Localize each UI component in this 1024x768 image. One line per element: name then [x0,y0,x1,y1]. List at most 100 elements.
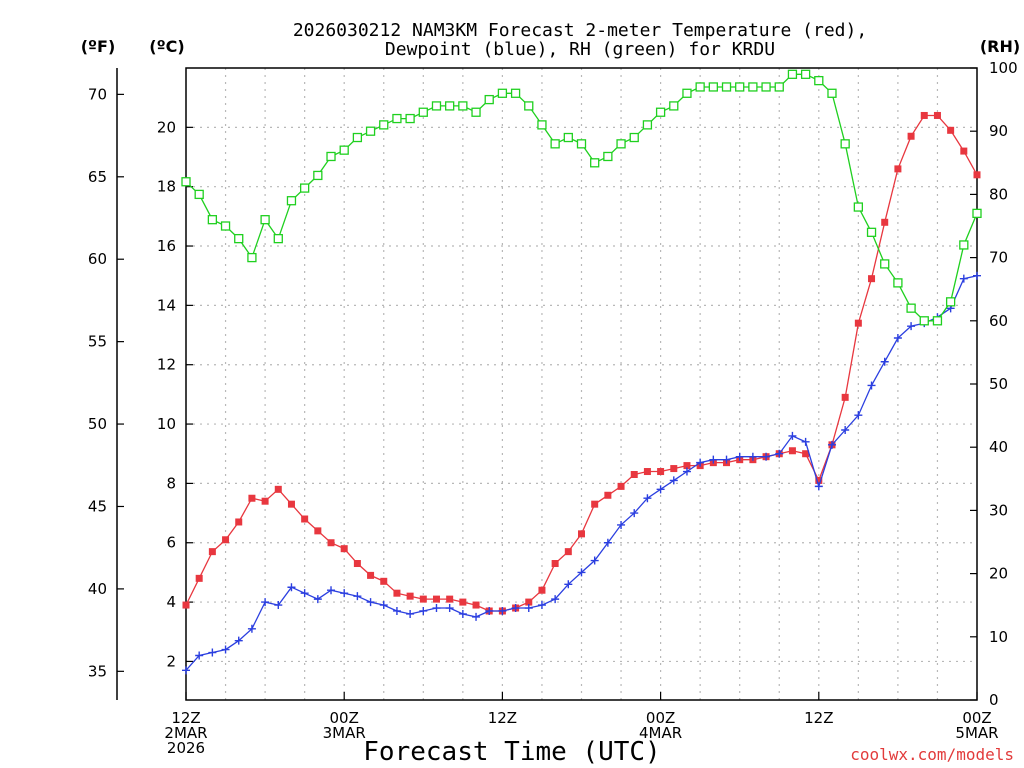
data-point [788,431,797,440]
data-point [313,595,322,604]
x-tick-label: 00Z [962,709,991,727]
data-point [182,601,190,609]
data-point [208,548,216,556]
data-point [800,69,811,79]
x-tick-label: 12Z [488,709,517,727]
data-point [274,601,283,610]
data-point [696,458,705,467]
data-point [313,170,323,181]
data-point [590,158,600,168]
data-point [353,560,361,568]
data-point [721,82,732,92]
data-point [682,467,691,476]
x-tick-label: 2026 [167,739,205,757]
data-point [643,494,652,503]
rh-tick-label: 50 [989,375,1008,393]
data-point [932,316,943,326]
data-point [735,452,744,461]
data-point [419,606,428,615]
grid-lines [186,68,977,700]
x-tick-label: 5MAR [955,724,998,742]
data-point [669,476,678,485]
fahrenheit-tick-label: 55 [88,333,107,351]
data-point [510,88,521,98]
data-point [550,139,560,149]
data-point [973,271,981,280]
data-point [247,252,257,263]
celsius-tick-label: 16 [157,237,176,255]
data-point [762,452,771,461]
data-point [524,101,534,111]
data-point [695,82,705,92]
data-point [841,425,850,434]
x-tick-label: 12Z [171,709,200,727]
rh-tick-label: 10 [989,628,1008,646]
fahrenheit-tick-label: 40 [88,580,107,598]
celsius-tick-label: 14 [157,296,176,314]
data-point [446,595,454,603]
data-point [814,75,824,86]
x-tick-label: 00Z [330,709,359,727]
data-point [815,476,823,484]
data-point [945,297,956,307]
data-point [194,189,204,200]
data-point [234,636,243,645]
data-point [827,88,837,98]
data-point [537,120,547,130]
data-point [787,69,798,79]
data-point [524,604,533,613]
data-point [393,589,401,597]
data-point [853,202,863,212]
data-point [458,101,468,111]
data-point [682,88,692,98]
x-tick-label: 00Z [646,709,675,727]
data-point [511,604,520,613]
fahrenheit-tick-label: 50 [88,415,107,433]
data-point [418,107,428,117]
data-point [841,393,849,401]
data-point [234,233,244,244]
data-point [604,491,612,499]
celsius-tick-label: 8 [166,474,176,492]
fahrenheit-tick-label: 35 [88,662,107,680]
data-series [181,69,982,675]
tick-labels: 35 40 45 50 55 60 65 70 2 4 6 8 10 12 14 16 18 20 0 10 20 30 4… [88,59,1018,757]
fahrenheit-tick-label: 45 [88,497,107,515]
data-point [326,151,336,162]
data-point [339,145,349,155]
data-point [973,171,981,179]
celsius-tick-label: 4 [166,593,176,611]
data-point [247,624,256,633]
data-point [551,560,559,568]
fahrenheit-tick-label: 60 [88,250,107,268]
data-point [867,381,876,390]
data-point [551,595,560,604]
data-point [603,151,613,162]
data-point [735,82,745,92]
data-point [655,107,666,117]
data-point [392,113,402,124]
data-point [367,571,375,579]
data-point [616,139,626,149]
data-point [431,101,442,111]
data-point [299,183,310,193]
data-point [472,601,480,609]
fahrenheit-tick-label: 65 [88,168,107,186]
data-point [670,465,678,473]
data-point [683,462,691,470]
series-dewpoint [182,271,981,675]
data-point [379,601,388,610]
data-point [576,139,587,149]
credit-text: coolwx.com/models [850,745,1014,764]
x-tick-label: 12Z [804,709,833,727]
data-point [630,470,638,478]
data-point [340,589,349,598]
x-axis-label: Forecast Time (UTC) [363,737,660,767]
data-point [392,606,401,615]
data-point [365,126,376,136]
data-point [314,527,322,535]
data-point [590,556,599,565]
data-point [709,455,718,464]
data-point [406,592,414,600]
data-point [261,598,270,607]
